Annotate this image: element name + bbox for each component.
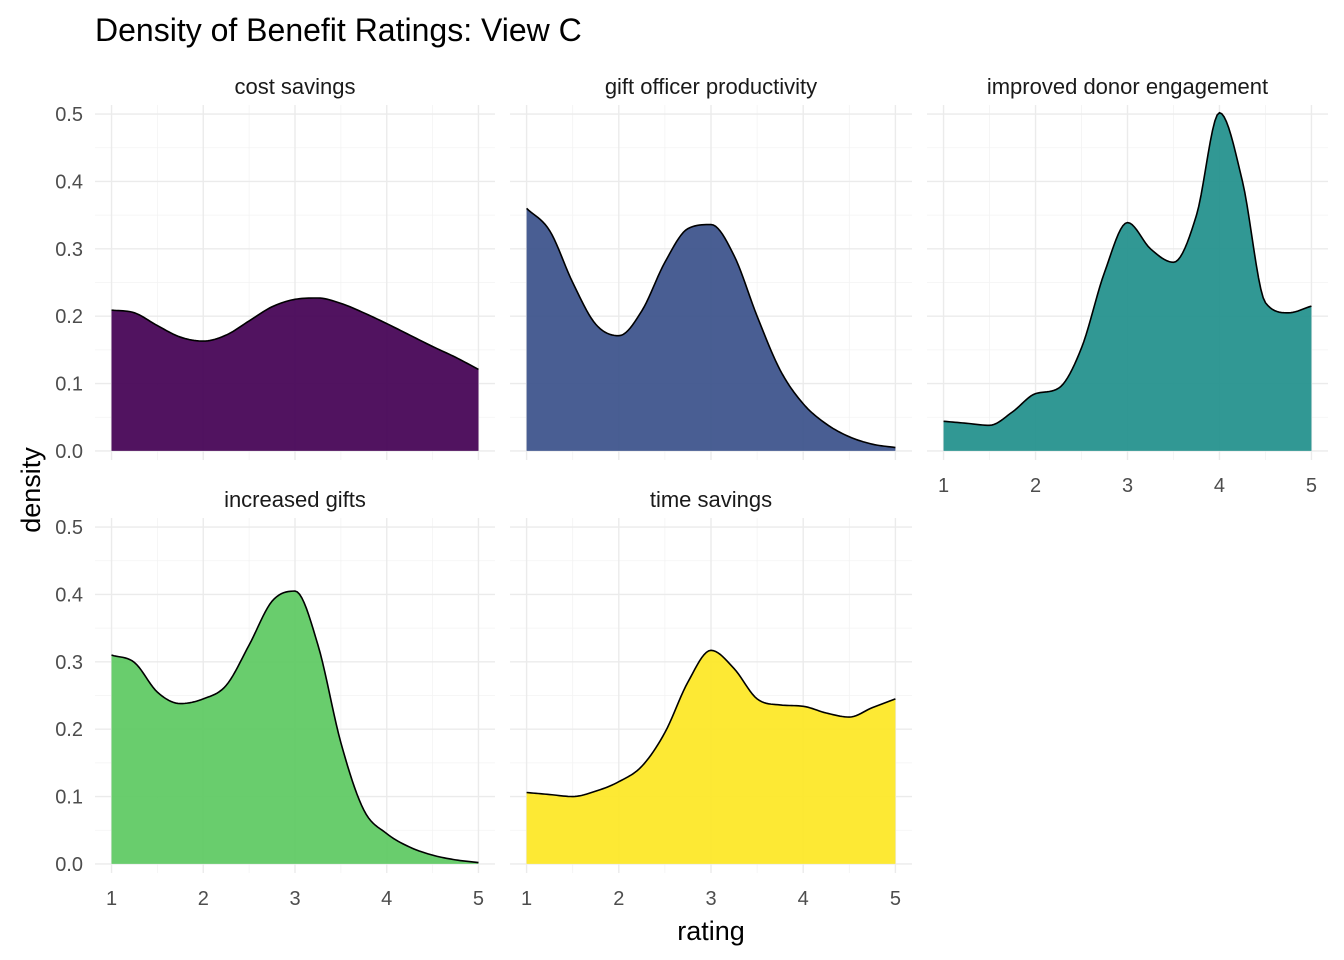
- density-line-gift-officer-productivity: [526, 207, 896, 449]
- y-tick-label: 0.2: [55, 719, 83, 741]
- density-line-time-savings: [526, 649, 896, 798]
- x-tick-label: 2: [198, 888, 209, 910]
- y-tick-label: 0.5: [55, 517, 83, 539]
- y-tick-label: 0.1: [55, 787, 83, 809]
- facet-label: increased gifts: [224, 487, 366, 512]
- y-tick-label: 0.4: [55, 171, 83, 193]
- x-axis-title: rating: [677, 916, 745, 946]
- x-tick-label: 3: [705, 888, 716, 910]
- y-tick-label: 0.2: [55, 306, 83, 328]
- y-tick-label: 0.4: [55, 584, 83, 606]
- facet-label: improved donor engagement: [987, 74, 1268, 99]
- text-layer: Density of Benefit Ratings: View C ratin…: [16, 12, 1317, 946]
- density-line-cost-savings: [111, 297, 479, 371]
- area-layer: [111, 111, 1312, 864]
- y-tick-label: 0.3: [55, 239, 83, 261]
- x-tick-label: 5: [890, 888, 901, 910]
- x-tick-label: 2: [613, 888, 624, 910]
- x-tick-label: 4: [798, 888, 809, 910]
- x-tick-label: 3: [1122, 475, 1133, 497]
- y-tick-label: 0.0: [55, 854, 83, 876]
- chart-title: Density of Benefit Ratings: View C: [95, 12, 582, 48]
- x-tick-label: 4: [381, 888, 392, 910]
- x-tick-label: 1: [521, 888, 532, 910]
- y-tick-label: 0.1: [55, 374, 83, 396]
- density-area-time-savings: [526, 650, 896, 864]
- y-tick-label: 0.0: [55, 441, 83, 463]
- x-tick-label: 3: [289, 888, 300, 910]
- y-tick-label: 0.3: [55, 652, 83, 674]
- y-axis-title: density: [16, 447, 46, 533]
- density-area-improved-donor-engagement: [943, 112, 1312, 451]
- facet-label: time savings: [650, 487, 772, 512]
- x-tick-label: 1: [106, 888, 117, 910]
- x-tick-label: 1: [938, 475, 949, 497]
- x-tick-label: 5: [1306, 475, 1317, 497]
- density-area-increased-gifts: [111, 591, 479, 864]
- density-area-cost-savings: [111, 297, 479, 451]
- facet-label: cost savings: [234, 74, 355, 99]
- x-tick-label: 4: [1214, 475, 1225, 497]
- density-area-gift-officer-productivity: [526, 208, 896, 451]
- facet-label: gift officer productivity: [605, 74, 817, 99]
- x-tick-label: 5: [473, 888, 484, 910]
- x-tick-label: 2: [1030, 475, 1041, 497]
- y-tick-label: 0.5: [55, 104, 83, 126]
- density-line-increased-gifts: [111, 590, 479, 864]
- density-line-improved-donor-engagement: [943, 111, 1312, 427]
